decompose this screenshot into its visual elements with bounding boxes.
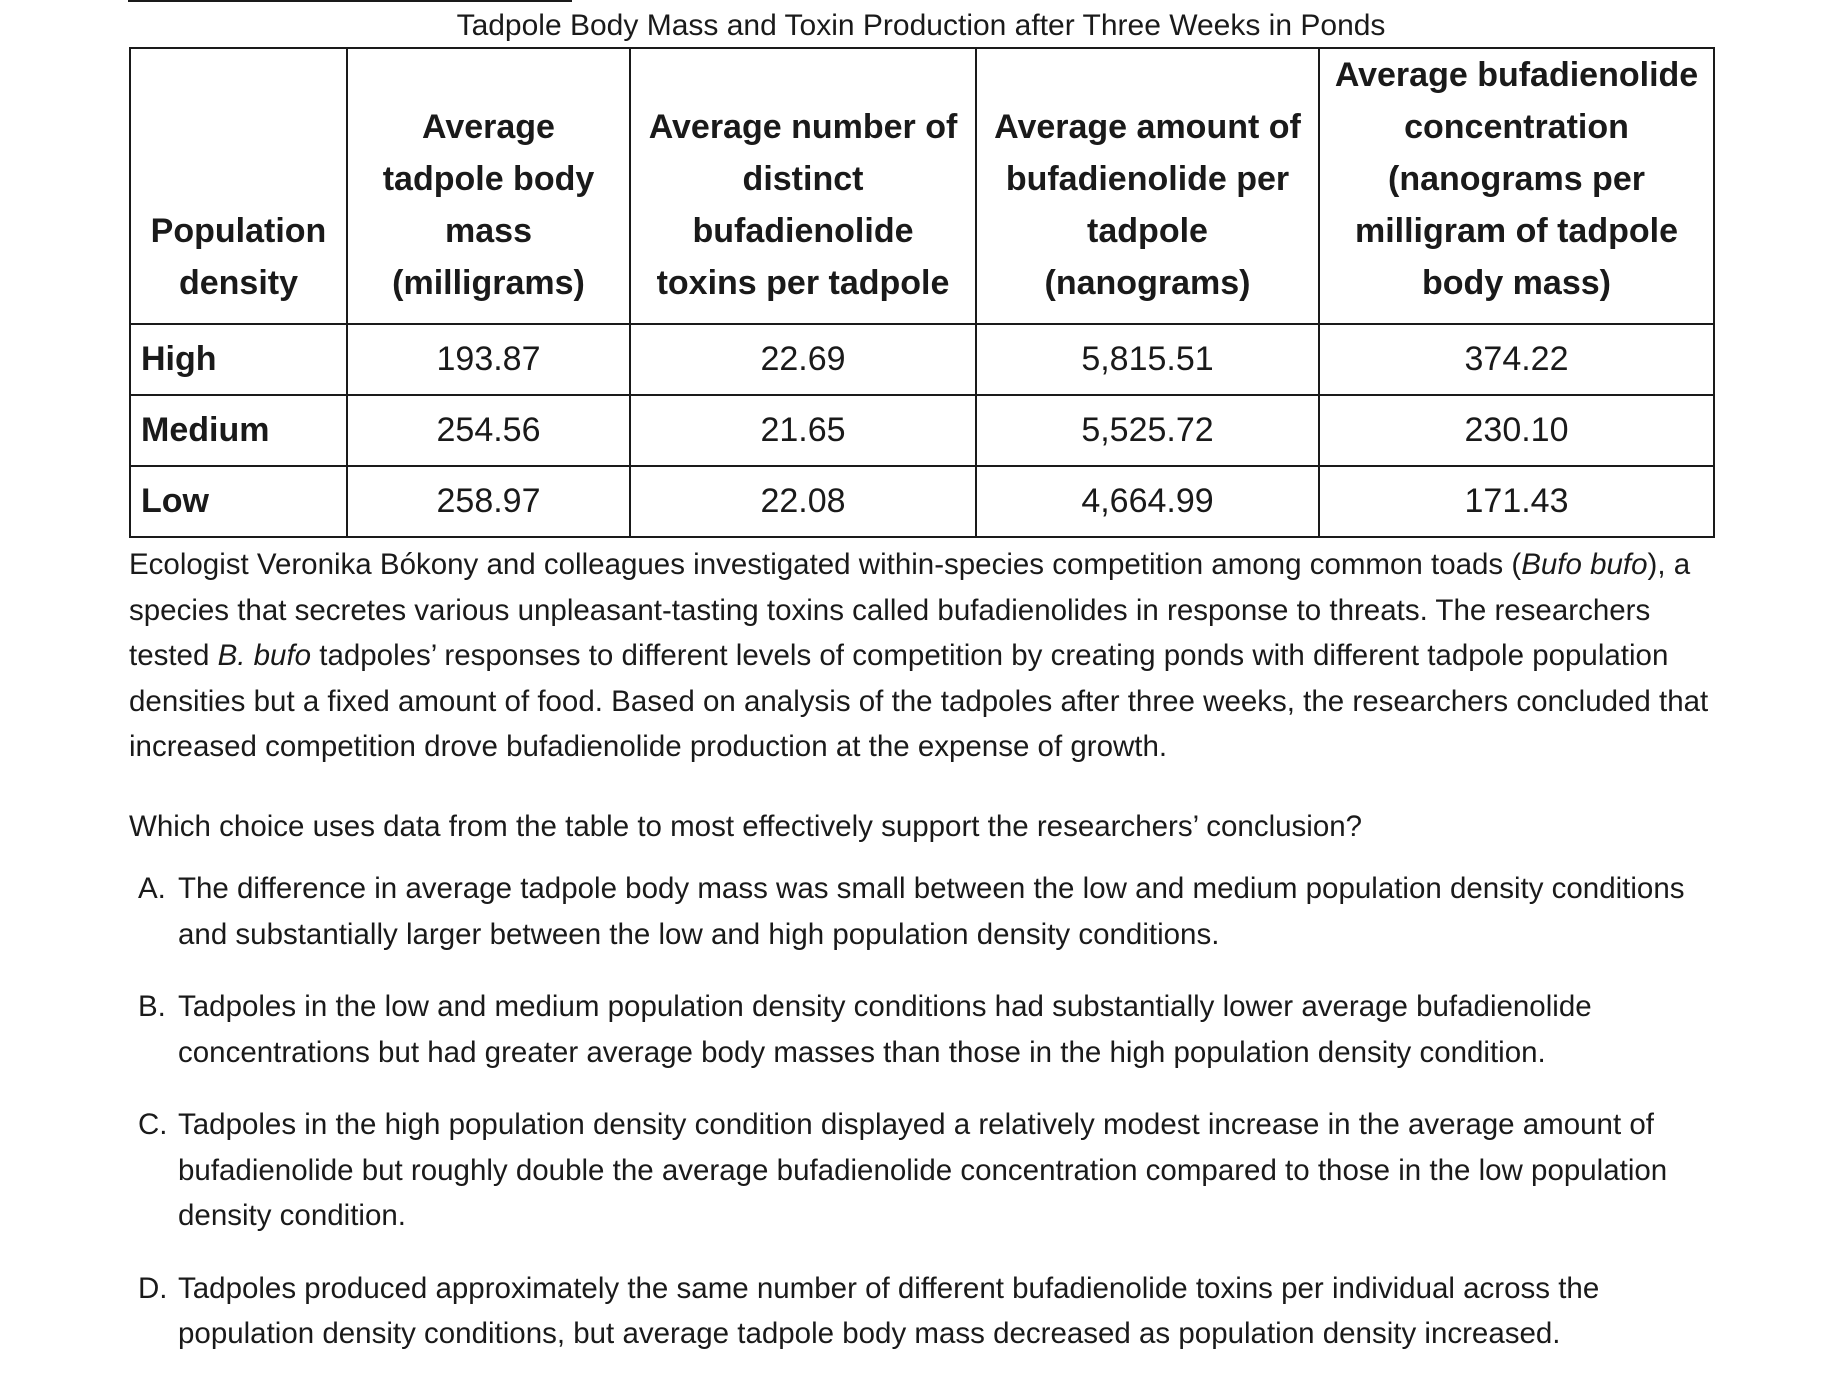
question-prompt: Which choice uses data from the table to… bbox=[129, 810, 1363, 843]
answer-choice-a[interactable]: A. The difference in average tadpole bod… bbox=[138, 866, 1718, 957]
table-cell: 230.10 bbox=[1318, 394, 1715, 467]
table-row: Medium 254.56 21.65 5,525.72 230.10 bbox=[129, 394, 1715, 467]
table-cell: 258.97 bbox=[346, 465, 631, 538]
table-cell: 193.87 bbox=[346, 323, 631, 396]
column-header: Average tadpole body mass (milligrams) bbox=[346, 47, 631, 325]
passage-text: Ecologist Veronika Bókony and colleagues… bbox=[129, 542, 1729, 770]
table-header-row: Population density Average tadpole body … bbox=[129, 47, 1715, 325]
row-label: Medium bbox=[129, 394, 348, 467]
table-cell: 254.56 bbox=[346, 394, 631, 467]
choice-letter: C. bbox=[138, 1108, 168, 1141]
species-name-italic: Bufo bufo bbox=[1521, 548, 1648, 581]
column-header: Average amount of bufadienolide per tadp… bbox=[975, 47, 1320, 325]
answer-choice-c[interactable]: C. Tadpoles in the high population densi… bbox=[138, 1102, 1718, 1239]
answer-choices: A. The difference in average tadpole bod… bbox=[138, 866, 1718, 1384]
table-cell: 22.69 bbox=[629, 323, 977, 396]
table-row: High 193.87 22.69 5,815.51 374.22 bbox=[129, 323, 1715, 396]
table-cell: 171.43 bbox=[1318, 465, 1715, 538]
table-title: Tadpole Body Mass and Toxin Production a… bbox=[456, 9, 1386, 42]
row-label: Low bbox=[129, 465, 348, 538]
choice-text: Tadpoles in the high population density … bbox=[178, 1108, 1668, 1232]
choice-letter: D. bbox=[138, 1271, 168, 1305]
answer-choice-d[interactable]: D. Tadpoles produced approximately the s… bbox=[138, 1266, 1718, 1357]
column-header: Average bufadienolide concentration (nan… bbox=[1318, 47, 1715, 325]
table-cell: 5,815.51 bbox=[975, 323, 1320, 396]
answer-choice-b[interactable]: B. Tadpoles in the low and medium popula… bbox=[138, 984, 1718, 1075]
choice-letter: B. bbox=[138, 990, 166, 1023]
choice-text: Tadpoles in the low and medium populatio… bbox=[178, 990, 1592, 1069]
species-abbrev-italic: B. bufo bbox=[217, 639, 312, 672]
top-divider bbox=[128, 0, 572, 2]
table-cell: 374.22 bbox=[1318, 323, 1715, 396]
choice-text: Tadpoles produced approximately the same… bbox=[178, 1271, 1600, 1351]
table-cell: 22.08 bbox=[629, 465, 977, 538]
data-table: Population density Average tadpole body … bbox=[129, 47, 1715, 538]
table-cell: 21.65 bbox=[629, 394, 977, 467]
row-label: High bbox=[129, 323, 348, 396]
table-cell: 4,664.99 bbox=[975, 465, 1320, 538]
passage-segment: Ecologist Veronika Bókony and colleagues… bbox=[129, 548, 1522, 581]
passage-segment: tadpoles’ responses to different levels … bbox=[129, 639, 1709, 763]
column-header: Population density bbox=[129, 47, 348, 325]
choice-text: The difference in average tadpole body m… bbox=[178, 872, 1685, 951]
table-row: Low 258.97 22.08 4,664.99 171.43 bbox=[129, 465, 1715, 538]
passage-segment: ), a species that secretes various unple… bbox=[129, 548, 1691, 672]
table-cell: 5,525.72 bbox=[975, 394, 1320, 467]
choice-letter: A. bbox=[138, 872, 166, 905]
column-header: Average number of distinct bufadienolide… bbox=[629, 47, 977, 325]
